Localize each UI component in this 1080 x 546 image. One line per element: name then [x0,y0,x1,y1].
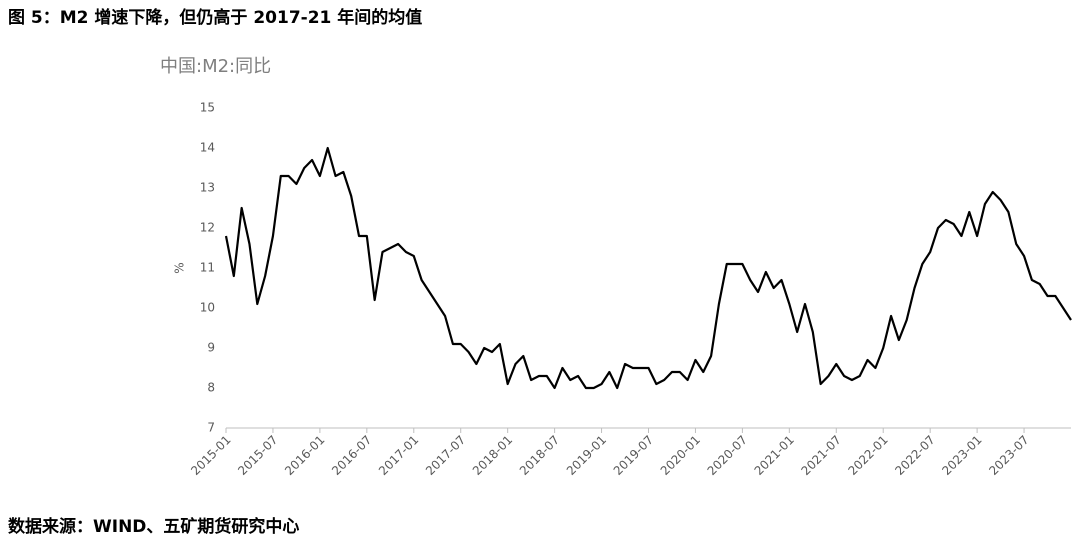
chart-title: 图 5：M2 增速下降，但仍高于 2017-21 年间的均值 [8,7,422,28]
x-tick-label: 2017-07 [423,433,468,478]
y-tick-label: 11 [200,261,215,275]
x-tick-label: 2015-07 [235,433,280,478]
x-tick-label: 2020-01 [658,433,703,478]
x-tick-label: 2019-07 [611,433,656,478]
x-tick-label: 2023-01 [939,433,984,478]
x-tick-label: 2023-07 [986,433,1031,478]
y-tick-label: 8 [207,381,215,395]
y-axis-label: % [173,262,187,273]
y-tick-label: 13 [200,181,215,195]
x-tick-label: 2021-07 [799,433,844,478]
x-tick-label: 2022-07 [892,433,937,478]
chart-subtitle: 中国:M2:同比 [160,56,271,77]
x-tick-label: 2016-01 [282,433,327,478]
x-tick-label: 2018-07 [517,433,562,478]
y-tick-label: 14 [200,141,215,155]
y-tick-label: 7 [207,421,215,435]
x-tick-label: 2017-01 [376,433,421,478]
y-tick-label: 10 [200,301,215,315]
source: 数据来源：WIND、五矿期货研究中心 [8,516,299,537]
y-tick-label: 15 [200,101,215,115]
x-tick-label: 2016-07 [329,433,374,478]
x-tick-label: 2019-01 [564,433,609,478]
y-tick-label: 12 [200,221,215,235]
x-tick-label: 2022-01 [845,433,890,478]
x-tick-label: 2015-01 [188,433,233,478]
y-tick-label: 9 [207,341,215,355]
x-tick-label: 2021-01 [752,433,797,478]
x-tick-label: 2020-07 [705,433,750,478]
line-series [224,146,1072,390]
x-tick-label: 2018-01 [470,433,515,478]
